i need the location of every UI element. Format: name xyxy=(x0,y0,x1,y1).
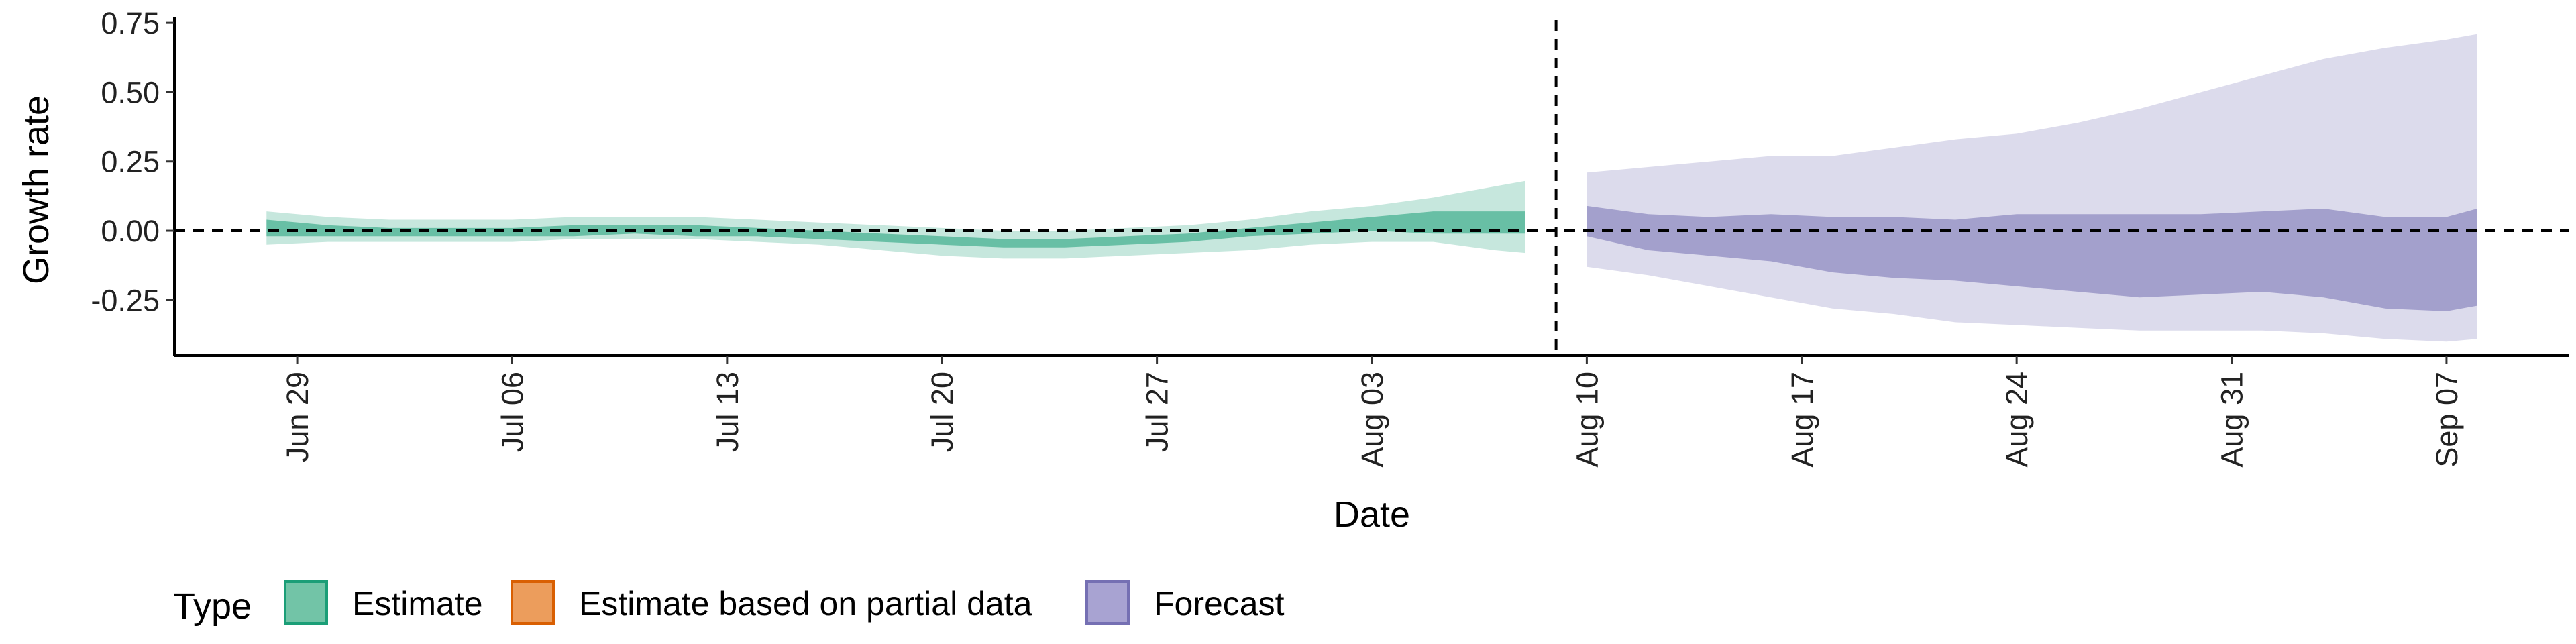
y-tick-label: 0.75 xyxy=(101,6,160,40)
y-tick-label: -0.25 xyxy=(91,283,160,317)
x-tick-label: Jul 27 xyxy=(1140,372,1175,452)
reference-lines xyxy=(174,20,2569,356)
legend-title: Type xyxy=(173,586,252,627)
x-axis-title: Date xyxy=(1334,494,1410,535)
uncertainty-bands xyxy=(266,34,2477,342)
x-tick-label: Aug 03 xyxy=(1355,372,1389,468)
x-axis-ticks: Jun 29 Jul 06 Jul 13 Jul 20 Jul 27 Aug 03 Aug … xyxy=(280,356,2464,468)
x-tick-label: Jul 13 xyxy=(710,372,745,452)
legend-label-forecast: Forecast xyxy=(1154,585,1285,623)
y-axis-ticks: -0.25 0.00 0.25 0.50 0.75 xyxy=(91,6,174,317)
x-tick-label: Aug 24 xyxy=(2000,372,2034,468)
legend: Type Estimate Estimate based on partial d… xyxy=(173,580,1285,627)
legend-key-forecast xyxy=(1085,580,1130,625)
y-axis-title: Growth rate xyxy=(16,95,56,284)
estimate-band-90 xyxy=(266,180,1525,259)
y-tick-label: 0.50 xyxy=(101,75,160,109)
legend-label-estimate: Estimate xyxy=(352,585,483,623)
x-tick-label: Sep 07 xyxy=(2430,372,2464,468)
x-tick-label: Jul 20 xyxy=(925,372,959,452)
x-tick-label: Aug 17 xyxy=(1785,372,1819,468)
x-tick-label: Aug 31 xyxy=(2215,372,2249,468)
x-tick-label: Jun 29 xyxy=(280,372,315,462)
y-tick-label: 0.25 xyxy=(101,145,160,179)
legend-key-estimate xyxy=(284,580,328,625)
y-tick-label: 0.00 xyxy=(101,214,160,248)
legend-key-estimate-based-on-partial-data xyxy=(511,580,555,625)
x-tick-label: Aug 10 xyxy=(1570,372,1604,468)
forecast-band-50 xyxy=(1587,205,2477,311)
estimate-band-50 xyxy=(266,211,1525,248)
x-tick-label: Jul 06 xyxy=(496,372,530,452)
legend-label-estimate-based-on-partial-data: Estimate based on partial data xyxy=(579,585,1032,623)
